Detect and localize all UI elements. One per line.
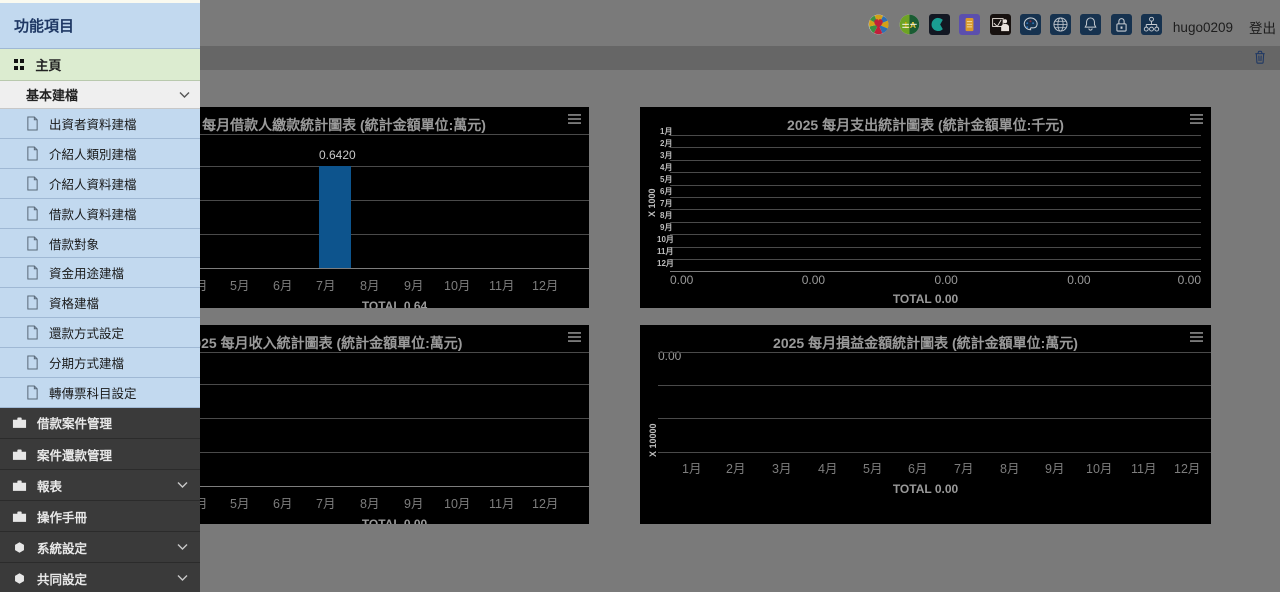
svg-text:L: L: [904, 20, 909, 30]
svg-text:A: A: [909, 20, 915, 30]
